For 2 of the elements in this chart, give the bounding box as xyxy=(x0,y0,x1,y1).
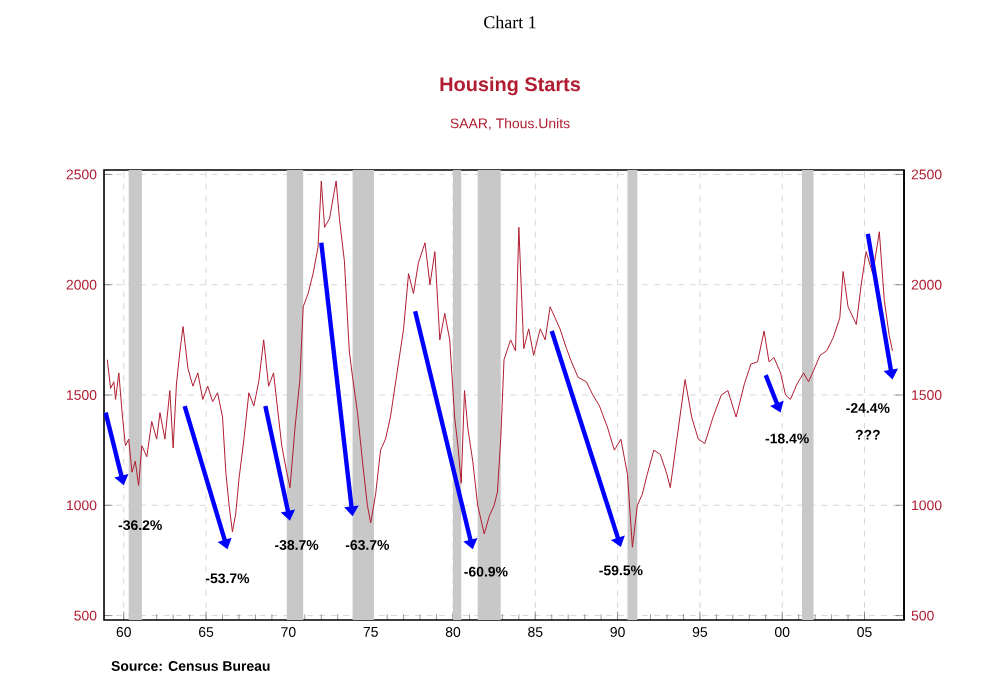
caption: Chart 1 xyxy=(484,15,536,29)
chart-title: Housing Starts xyxy=(440,76,581,96)
